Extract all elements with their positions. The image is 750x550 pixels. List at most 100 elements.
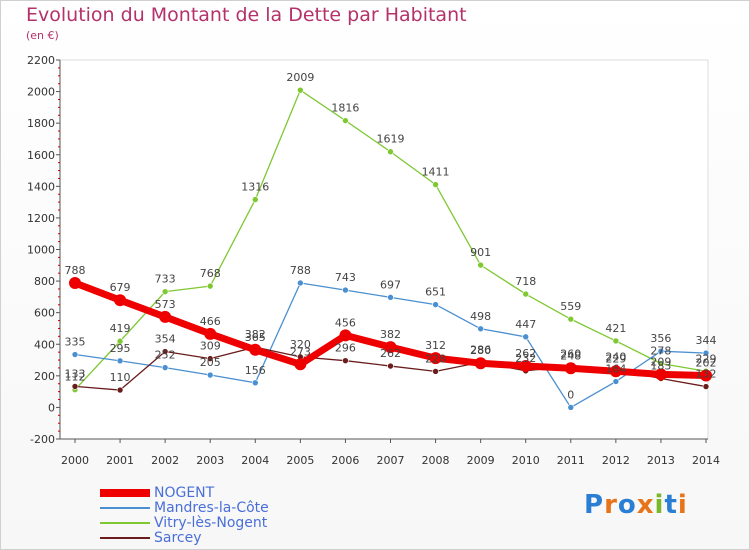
data-point-1 [297,279,304,287]
data-point-3 [432,368,439,375]
data-label-0: 262 [515,347,536,360]
data-point-1 [567,404,575,411]
data-point-3 [71,383,79,390]
data-label-1: 344 [696,334,717,347]
y-tick-label: 800 [34,275,55,288]
data-label-0: 466 [200,315,221,328]
data-point-0 [384,341,397,354]
data-label-2: 768 [200,267,221,280]
data-label-1: 743 [335,271,356,284]
data-label-1: 651 [425,286,446,299]
data-label-2: 1619 [377,133,405,146]
data-point-1 [612,378,620,385]
data-point-0 [114,294,127,307]
data-label-2: 718 [515,275,536,288]
y-tick-label: 600 [34,307,55,320]
data-point-2 [387,148,394,156]
y-tick-label: 1200 [27,212,55,225]
data-label-3: 262 [380,347,401,360]
data-label-2: 278 [650,345,671,358]
data-point-3 [342,357,349,364]
data-label-2: 733 [155,273,176,286]
x-tick-label: 2000 [61,454,89,467]
legend-swatch-mandres [100,507,150,509]
data-label-3: 133 [65,367,86,380]
data-label-2: 2009 [286,71,314,84]
plot-area [59,59,709,440]
y-tick-label: 1000 [27,244,55,257]
data-point-2 [567,315,575,323]
data-label-3: 354 [155,333,176,346]
data-point-2 [657,360,665,367]
data-label-2: 1816 [331,102,359,115]
y-tick-label: 1400 [27,180,55,193]
data-label-1: 356 [650,332,671,345]
data-label-2: 1411 [422,166,450,179]
data-label-0: 573 [155,298,176,311]
legend-label-sarcey: Sarcey [154,530,202,546]
data-point-0 [654,368,667,381]
data-point-1 [342,286,349,294]
data-point-0 [339,329,352,342]
data-point-1 [206,371,214,379]
data-point-2 [297,86,304,94]
x-tick-label: 2013 [647,454,675,467]
x-tick-label: 2008 [422,454,450,467]
data-point-1 [116,357,124,365]
data-label-3: 228 [425,352,446,365]
data-label-3: 309 [200,340,221,353]
data-label-3: 296 [335,342,356,355]
data-label-0: 456 [335,316,356,329]
data-label-0: 209 [650,355,671,368]
y-tick-label: 2200 [27,54,55,67]
data-label-3: 110 [110,371,131,384]
data-label-1: 295 [110,342,131,355]
data-point-0 [519,360,532,373]
data-label-2: 229 [696,352,717,365]
data-label-0: 280 [470,344,491,357]
y-tick-label: 1600 [27,149,55,162]
data-label-3: 320 [290,338,311,351]
y-tick-label: 200 [34,370,55,383]
data-label-1: 697 [380,278,401,291]
x-tick-label: 2007 [377,454,405,467]
x-tick-label: 2005 [286,454,314,467]
data-label-3: 286 [470,343,491,356]
data-point-2 [432,181,439,188]
legend-swatch-nogent [100,489,150,497]
data-label-1: 164 [605,363,626,376]
data-label-1: 498 [470,310,491,323]
y-tick-label: 0 [48,401,55,414]
data-label-2: 559 [560,300,581,313]
data-point-0 [159,310,172,323]
data-point-2 [522,290,530,298]
data-point-0 [609,365,622,378]
x-tick-label: 2014 [692,454,720,467]
data-label-2: 421 [605,322,626,335]
data-label-2: 419 [110,322,131,335]
data-point-0 [700,369,712,382]
data-point-3 [702,383,710,390]
legend-swatch-vitry [100,522,150,524]
data-label-2: 901 [470,246,491,259]
proxiti-logo: Proxiti [584,490,688,520]
data-label-3: 183 [650,360,671,373]
data-label-0: 382 [380,328,401,341]
data-label-0: 273 [290,345,311,358]
data-label-0: 229 [605,352,626,365]
data-label-1: 205 [200,356,221,369]
data-label-1: 156 [245,364,266,377]
data-point-3 [116,386,124,394]
data-label-2: 1316 [241,181,269,194]
data-point-2 [477,261,484,269]
data-label-3: 240 [605,351,626,364]
data-label-2: 112 [65,371,86,384]
data-point-1 [71,351,79,358]
y-tick-label: 1800 [27,117,55,130]
data-point-2 [116,337,124,345]
data-label-3: 232 [515,352,536,365]
data-point-3 [206,355,214,362]
data-point-1 [387,294,394,301]
data-point-2 [161,288,169,295]
